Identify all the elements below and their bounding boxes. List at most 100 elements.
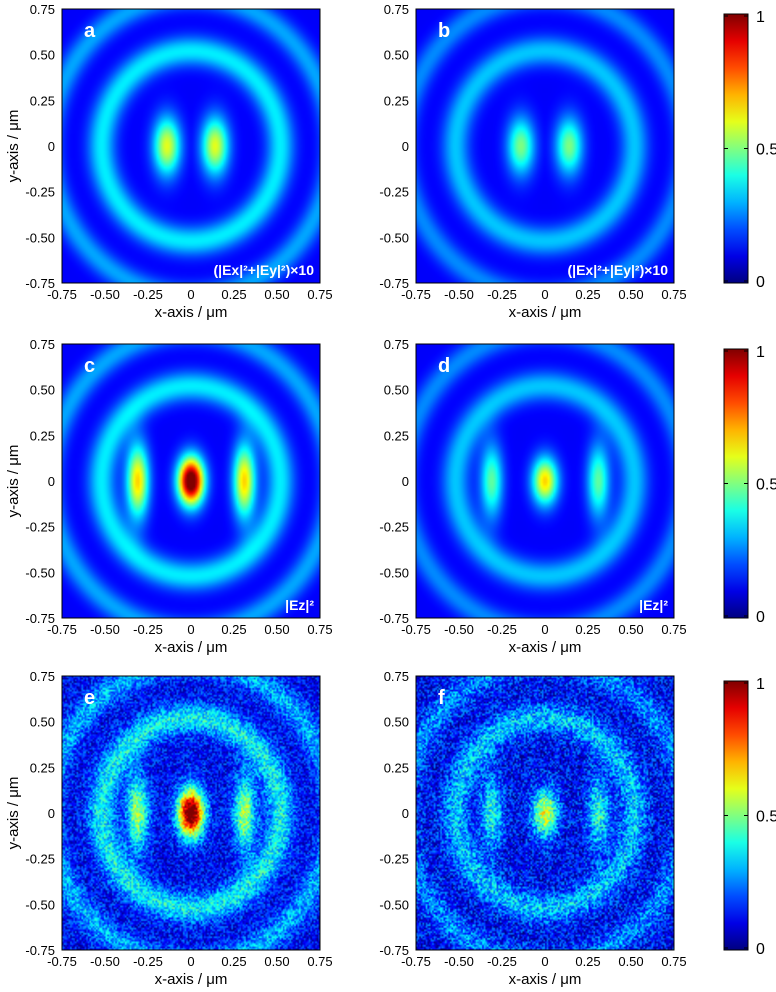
x-tick-label: 0.25 [221,287,246,302]
y-tick-label: 0.25 [30,93,55,108]
colorbar-3: 10.50 [723,676,776,958]
x-tick-label: 0.25 [575,287,600,302]
field-annotation: |Ez|² [285,597,314,613]
x-tick-label: -0.75 [401,287,431,302]
x-tick-label: -0.25 [487,287,517,302]
y-tick-label: -0.25 [25,520,55,535]
panel-a: -0.75-0.75 -0.50 -0.50 -0.25 -0.25 0 0 0.25 0.25… [5,2,333,321]
y-tick-label: -0.75 [379,943,409,958]
y-tick-label: 0.50 [30,48,55,63]
x-tick-label: 0.75 [661,287,686,302]
y-tick-label: 0 [402,139,409,154]
heatmap-a [62,9,320,283]
y-tick-label: 0.50 [384,48,409,63]
x-axis-label: x-axis / μm [509,639,582,656]
y-tick-label: 0.50 [30,383,55,398]
y-tick-label: -0.75 [25,611,55,626]
x-tick-label: -0.25 [487,622,517,637]
y-tick-label: -0.75 [25,943,55,958]
y-tick-label: -0.75 [25,276,55,291]
panel-b: -0.75-0.75 -0.50 -0.50 -0.25 -0.25 0 0 0.25 0.25… [379,2,686,321]
x-tick-label: 0.50 [618,622,643,637]
y-tick-label: 0 [402,474,409,489]
x-tick-label: 0.50 [618,287,643,302]
y-tick-label: -0.25 [25,852,55,867]
colorbar-tick-label: 1 [756,9,765,26]
colorbar-tick-label: 1 [756,344,765,361]
y-tick-label: -0.50 [25,230,55,245]
x-axis-label: x-axis / μm [155,971,228,988]
x-tick-label: 0.75 [307,287,332,302]
x-axis-label: x-axis / μm [155,639,228,656]
field-annotation: (|Ex|²+|Ey|²)×10 [568,262,669,278]
colorbar-tick-label: 0 [756,609,765,626]
panel-e: -0.75-0.75 -0.50 -0.50 -0.25 -0.25 0 0 0.25 0.25… [5,669,333,988]
x-tick-label: 0.50 [264,954,289,969]
x-tick-label: 0 [541,954,548,969]
x-tick-label: -0.75 [401,954,431,969]
x-tick-label: 0.25 [575,622,600,637]
y-tick-label: 0.25 [384,428,409,443]
colorbar-tick-label: 1 [756,676,765,693]
y-tick-label: 0.50 [384,383,409,398]
x-tick-label: -0.50 [90,622,120,637]
panel-d: -0.75-0.75 -0.50 -0.50 -0.25 -0.25 0 0 0.25 0.25… [379,337,686,656]
y-tick-label: 0 [48,806,55,821]
y-tick-label: 0.25 [30,760,55,775]
y-tick-label: -0.75 [379,611,409,626]
y-tick-label: 0.75 [384,669,409,684]
x-tick-label: -0.25 [133,622,163,637]
heatmap-d [416,344,674,618]
y-tick-label: -0.50 [379,565,409,580]
x-tick-label: 0 [541,622,548,637]
colorbar-tick-label: 0.5 [756,142,776,159]
x-tick-label: 0.75 [661,622,686,637]
x-tick-label: -0.50 [444,622,474,637]
heatmap-c [62,344,320,618]
y-tick-label: 0.50 [30,715,55,730]
x-tick-label: -0.75 [47,622,77,637]
y-tick-label: 0.25 [384,760,409,775]
x-tick-label: 0.75 [307,622,332,637]
y-tick-label: -0.25 [25,185,55,200]
x-tick-label: 0.25 [221,622,246,637]
plot-frame [61,8,321,284]
x-tick-label: -0.75 [47,287,77,302]
plot-frame [415,675,675,951]
y-tick-label: -0.50 [379,897,409,912]
panel-letter: b [438,20,450,42]
x-tick-label: 0.50 [264,622,289,637]
y-tick-label: -0.25 [379,852,409,867]
panel-f: -0.75-0.75 -0.50 -0.50 -0.25 -0.25 0 0 0.25 0.25… [379,669,686,988]
x-axis-label: x-axis / μm [509,971,582,988]
x-tick-label: -0.50 [90,287,120,302]
y-tick-label: 0 [48,474,55,489]
colorbar-tick-label: 0 [756,941,765,958]
y-tick-label: 0.75 [30,669,55,684]
plot-frame [61,675,321,951]
x-tick-label: -0.25 [133,287,163,302]
y-tick-label: 0.75 [30,337,55,352]
panel-letter: d [438,355,450,377]
x-tick-label: 0.75 [307,954,332,969]
panel-letter: a [84,20,96,42]
x-tick-label: 0 [187,954,194,969]
x-tick-label: 0 [187,287,194,302]
panel-letter: f [438,687,445,709]
y-tick-label: 0 [402,806,409,821]
heatmap-f [416,676,674,950]
y-tick-label: 0.50 [384,715,409,730]
plot-frame [415,343,675,619]
x-tick-label: 0.50 [618,954,643,969]
field-annotation: (|Ex|²+|Ey|²)×10 [214,262,315,278]
panel-letter: e [84,687,95,709]
x-tick-label: 0 [541,287,548,302]
heatmap-e [62,676,320,950]
plot-frame [61,343,321,619]
x-tick-label: -0.75 [401,622,431,637]
x-axis-label: x-axis / μm [155,304,228,321]
y-axis-label: y-axis / μm [5,777,22,850]
x-tick-label: 0.25 [575,954,600,969]
panel-letter: c [84,355,95,377]
